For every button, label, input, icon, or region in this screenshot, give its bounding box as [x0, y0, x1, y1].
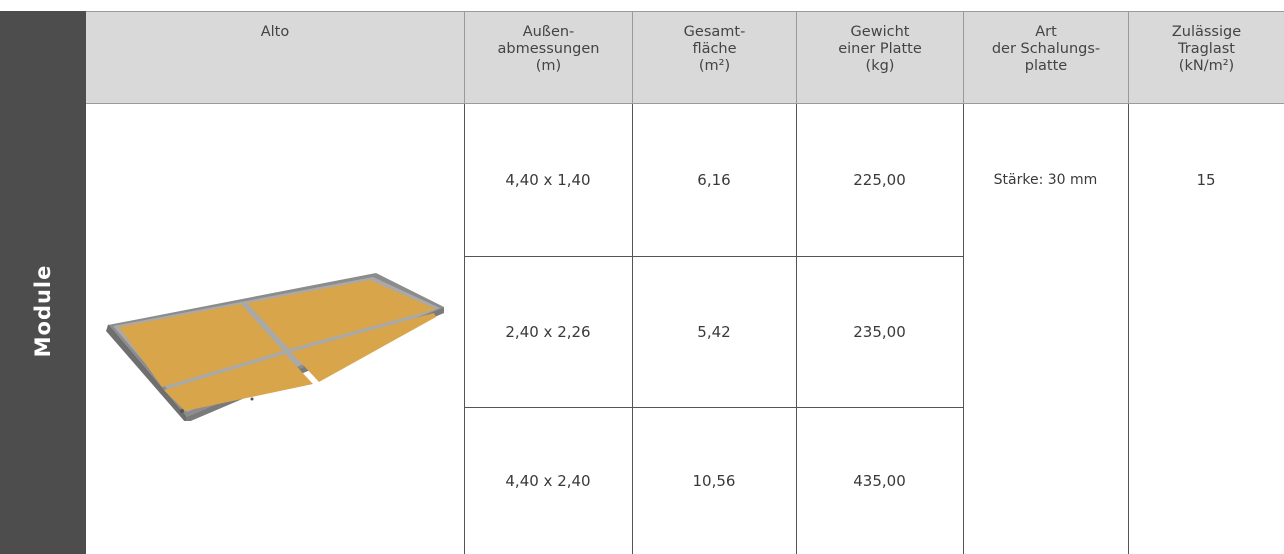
cell-dims-2: 2,40 x 2,26: [505, 322, 591, 341]
grid-line: [1128, 104, 1129, 554]
side-label: Module: [31, 264, 55, 358]
header-type-l3: platte: [1024, 58, 1068, 74]
header-area-l2: fläche: [692, 41, 737, 57]
product-image: [100, 261, 450, 423]
product-table: Alto Außen- abmessungen (m) Gesamt- fläc…: [86, 11, 1284, 554]
grid-line: [464, 104, 465, 554]
grid-line: [796, 104, 797, 554]
cell-weight-2: 235,00: [853, 322, 906, 341]
grid-line: [464, 256, 963, 257]
cell-type: Stärke: 30 mm: [993, 172, 1098, 188]
header-load: Zulässige Traglast (kN/m²): [1128, 12, 1284, 105]
cell-area-2: 5,42: [697, 322, 731, 341]
cell-area-1: 6,16: [697, 171, 731, 189]
header-load-l3: (kN/m²): [1178, 58, 1235, 74]
header-load-l2: Traglast: [1178, 41, 1235, 57]
header-area: Gesamt- fläche (m²): [632, 12, 796, 105]
cell-weight-1: 225,00: [853, 171, 906, 189]
header-type: Art der Schalungs- platte: [963, 12, 1128, 105]
cell-load: 15: [1196, 171, 1216, 189]
header-weight-l2: einer Platte: [838, 41, 922, 57]
header-load-l1: Zulässige: [1171, 24, 1242, 40]
grid-line: [632, 104, 633, 554]
header-name: Alto: [86, 12, 464, 105]
header-dims: Außen- abmessungen (m): [464, 12, 632, 105]
cell-dims-3: 4,40 x 2,40: [505, 471, 591, 490]
header-weight-l1: Gewicht: [850, 24, 910, 40]
header-weight: Gewicht einer Platte (kg): [796, 12, 963, 105]
header-area-l1: Gesamt-: [683, 24, 746, 40]
side-bar: Module: [0, 11, 86, 554]
cell-weight-3: 435,00: [853, 471, 906, 490]
header-type-l1: Art: [1035, 24, 1057, 40]
header-dims-l3: (m): [535, 58, 562, 74]
grid-line: [464, 407, 963, 408]
header-area-l3: (m²): [698, 58, 731, 74]
header-name-text: Alto: [260, 24, 290, 40]
formwork-panel-icon: [106, 273, 444, 423]
grid-line: [963, 104, 964, 554]
header-dims-l2: abmessungen: [497, 41, 600, 57]
cell-dims-1: 4,40 x 1,40: [505, 171, 591, 189]
header-weight-l3: (kg): [865, 58, 895, 74]
cell-area-3: 10,56: [692, 471, 736, 490]
header-type-l2: der Schalungs-: [991, 41, 1101, 57]
table-header: Alto Außen- abmessungen (m) Gesamt- fläc…: [86, 11, 1284, 105]
header-dims-l1: Außen-: [522, 24, 575, 40]
